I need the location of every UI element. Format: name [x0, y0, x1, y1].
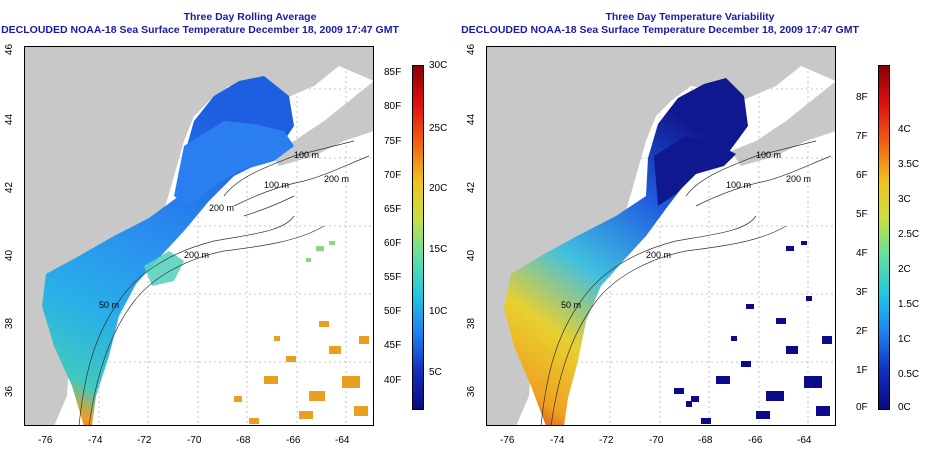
contour-labels: 100 m 100 m 200 m 200 m 50 m — [561, 150, 811, 310]
sst-offshore-pixels-cool — [306, 241, 335, 262]
left-title: Three Day Rolling Average — [183, 11, 317, 23]
variability-gulf-of-maine — [654, 136, 736, 206]
sst-offshore-pixels — [234, 321, 369, 424]
contour-labels: 100 m 100 m 200 m 200 m 50 m 200 m — [99, 150, 349, 310]
bathymetry-contours — [78, 140, 370, 426]
svg-text:50 m: 50 m — [99, 300, 119, 310]
svg-text:100 m: 100 m — [756, 150, 781, 160]
left-map: 100 m 100 m 200 m 200 m 50 m 200 m — [24, 46, 374, 426]
left-colorbar — [412, 65, 424, 410]
svg-text:200 m: 200 m — [184, 250, 209, 260]
map-frame — [486, 46, 836, 426]
right-subtitle: DECLOUDED NOAA-18 Sea Surface Temperatur… — [461, 24, 859, 36]
bathymetry-contours — [540, 140, 832, 426]
svg-text:200 m: 200 m — [646, 250, 671, 260]
svg-text:200 m: 200 m — [324, 174, 349, 184]
variability-offshore-pixels — [674, 241, 832, 424]
sst-slope-patch — [144, 251, 184, 286]
right-colorbar — [878, 65, 890, 410]
nova-scotia-land — [269, 81, 374, 166]
right-map: 100 m 100 m 200 m 200 m 50 m — [486, 46, 836, 426]
right-title: Three Day Temperature Variability — [605, 11, 775, 23]
svg-text:100 m: 100 m — [726, 180, 751, 190]
svg-text:200 m: 200 m — [209, 203, 234, 213]
land-mass — [24, 46, 374, 426]
left-subtitle: DECLOUDED NOAA-18 Sea Surface Temperatur… — [1, 24, 399, 36]
svg-text:100 m: 100 m — [264, 180, 289, 190]
svg-text:100 m: 100 m — [294, 150, 319, 160]
sst-gulf-of-maine — [174, 121, 294, 206]
map-frame — [24, 46, 374, 426]
svg-text:50 m: 50 m — [561, 300, 581, 310]
nova-scotia-land — [731, 81, 836, 166]
land-mass — [486, 46, 836, 426]
svg-text:200 m: 200 m — [786, 174, 811, 184]
